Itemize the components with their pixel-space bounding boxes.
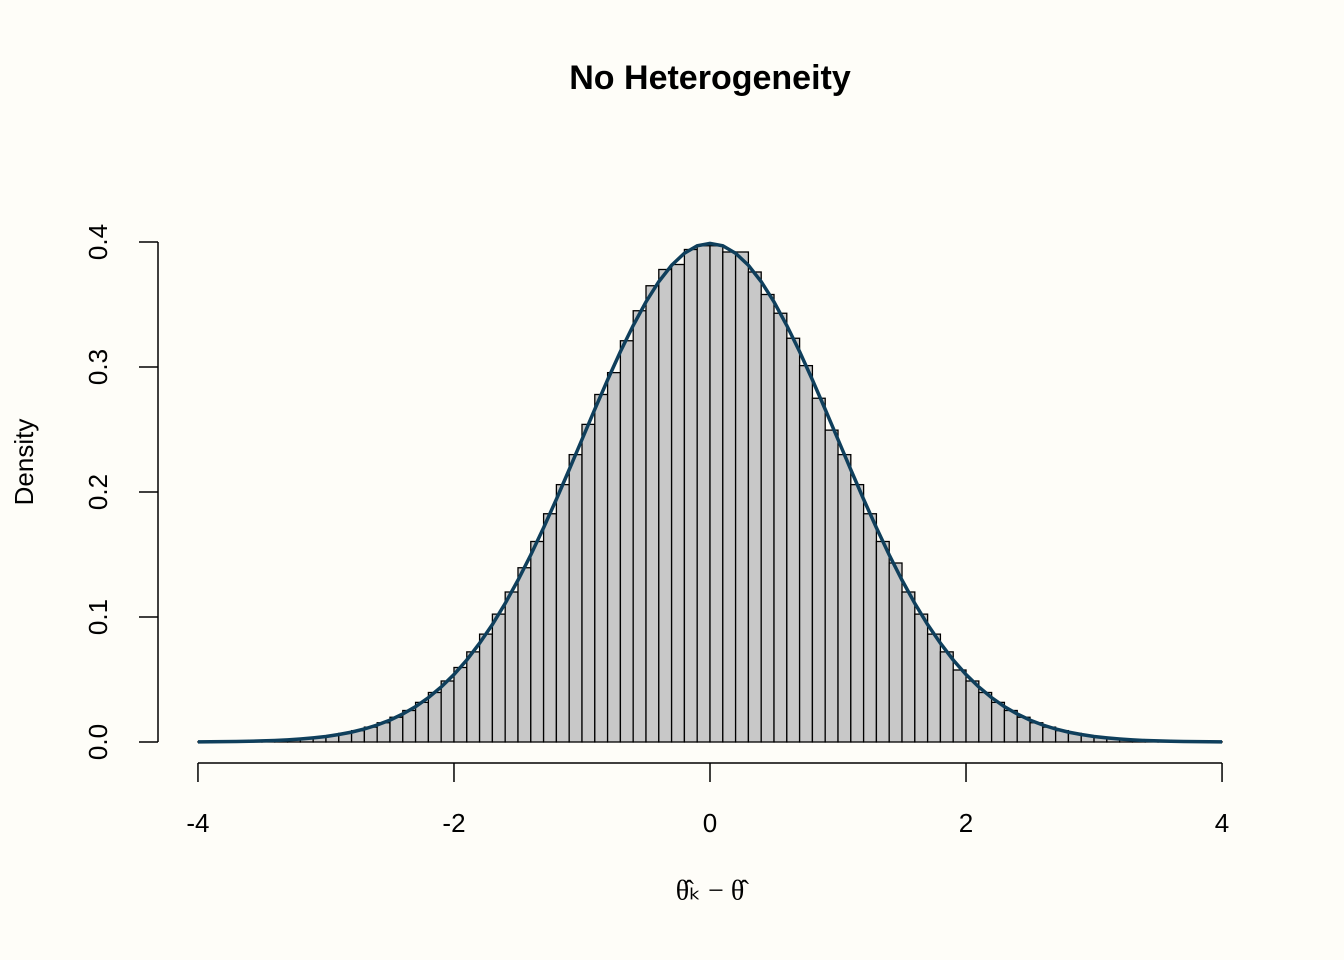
bar [875,540,890,743]
bar [453,666,468,743]
bar [722,251,737,743]
bar [670,263,686,743]
x-tick-label: -4 [186,808,209,838]
bar [414,701,430,743]
bar [555,483,570,743]
bar [581,423,596,743]
bar [491,613,506,743]
bar [824,429,839,743]
bar [901,591,916,743]
bar [696,245,711,743]
bar [645,285,660,743]
y-tick-label: 0.0 [83,724,113,760]
bar [747,271,762,743]
bar [632,310,647,743]
bar [939,651,954,743]
bar [978,691,993,743]
y-tick-label: 0.1 [83,599,113,635]
y-tick-label: 0.4 [83,224,113,260]
bar [952,669,967,743]
bar [837,453,852,743]
bar [402,709,417,743]
bar [709,245,724,743]
bar [760,293,775,743]
bar [683,248,698,743]
bar [427,691,442,743]
y-tick-label: 0.3 [83,349,113,385]
bar [542,513,558,743]
y-tick-label: 0.2 [83,474,113,510]
bar [517,567,532,743]
chart-title: No Heterogeneity [569,59,851,97]
bar [568,453,583,743]
bar [530,540,545,743]
bar [658,268,673,743]
x-tick-label: 4 [1215,808,1229,838]
bar [786,337,801,743]
x-tick-label: -2 [442,808,465,838]
bar [504,591,519,743]
bar [850,483,865,743]
bar [914,613,929,743]
bar [440,680,455,743]
bar [926,633,942,743]
bar [594,393,609,743]
bar [1003,709,1018,743]
bar [862,513,878,743]
bar [466,651,481,743]
bar [606,371,622,743]
x-tick-label: 0 [703,808,717,838]
bar [811,397,826,743]
y-axis-label: Density [9,419,39,506]
bar [965,680,980,743]
bar [888,562,903,743]
x-tick-label: 2 [959,808,973,838]
bar [478,633,494,743]
bar [619,340,634,743]
x-axis-label: θ̂ₖ − θ̂ [676,875,750,906]
density-curve [197,241,1223,744]
bar [773,312,788,743]
bar [798,364,814,743]
bar [734,251,750,743]
bar [990,701,1006,743]
